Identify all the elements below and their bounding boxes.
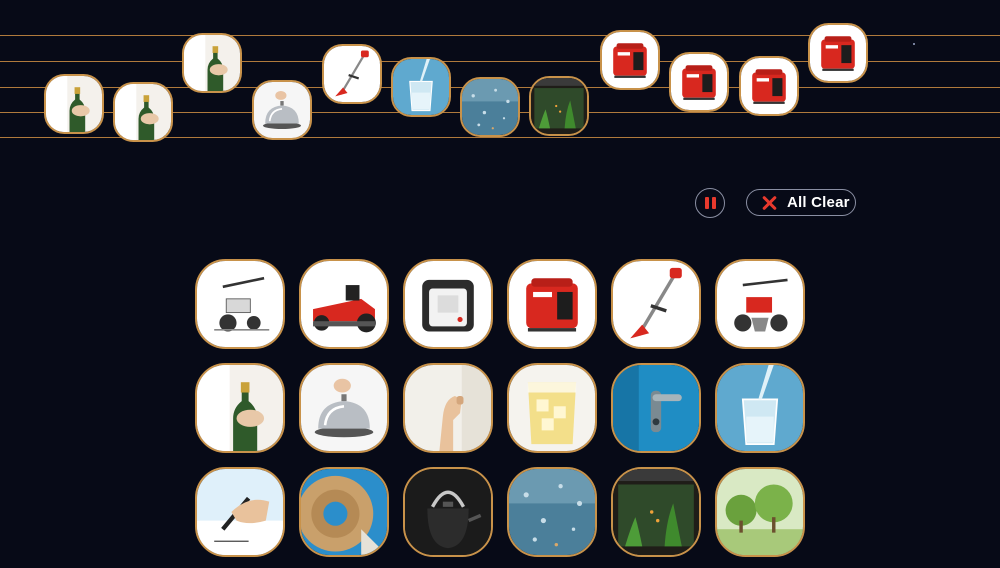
service-bell-icon — [254, 82, 310, 138]
door-handle-icon — [613, 365, 699, 451]
grass-trimmer-icon — [613, 261, 699, 347]
sound-tile[interactable] — [403, 259, 493, 349]
generator-icon — [741, 58, 797, 114]
trees-icon — [717, 469, 803, 555]
sound-tile[interactable] — [403, 363, 493, 453]
playhead-dot — [913, 43, 915, 45]
white-generator-icon — [405, 261, 491, 347]
all-clear-label: All Clear — [787, 194, 850, 211]
sound-tile[interactable] — [299, 363, 389, 453]
generator-icon — [810, 25, 866, 81]
pause-button[interactable] — [695, 188, 725, 218]
red-tiller-icon — [717, 261, 803, 347]
staff-line — [0, 137, 1000, 138]
door-knock-icon — [405, 365, 491, 451]
water-glass-icon — [393, 59, 449, 115]
sound-tile[interactable] — [715, 259, 805, 349]
staff-note[interactable] — [600, 30, 660, 90]
tape-roll-icon — [301, 469, 387, 555]
rainy-window-icon — [462, 79, 518, 135]
sound-tile[interactable] — [507, 363, 597, 453]
music-staff — [0, 0, 1000, 150]
staff-note[interactable] — [322, 44, 382, 104]
sound-tile[interactable] — [403, 467, 493, 557]
water-glass-icon — [717, 365, 803, 451]
champagne-bottle-icon — [184, 35, 240, 91]
lawn-tractor-icon — [301, 261, 387, 347]
pause-icon — [711, 197, 716, 209]
sound-tile[interactable] — [611, 363, 701, 453]
aquarium-icon — [531, 78, 587, 134]
sound-tile[interactable] — [507, 467, 597, 557]
generator-icon — [671, 54, 727, 110]
staff-line — [0, 35, 1000, 36]
staff-note[interactable] — [808, 23, 868, 83]
sound-tile[interactable] — [299, 259, 389, 349]
staff-note[interactable] — [44, 74, 104, 134]
staff-note[interactable] — [113, 82, 173, 142]
generator-icon — [509, 261, 595, 347]
staff-note[interactable] — [391, 57, 451, 117]
sound-tile[interactable] — [299, 467, 389, 557]
staff-line — [0, 61, 1000, 62]
sound-tile[interactable] — [195, 259, 285, 349]
staff-note[interactable] — [252, 80, 312, 140]
all-clear-button[interactable]: All Clear — [746, 189, 856, 216]
writing-pen-icon — [197, 469, 283, 555]
aquarium-icon — [613, 469, 699, 555]
generator-icon — [602, 32, 658, 88]
pause-icon — [704, 197, 709, 209]
grass-trimmer-icon — [324, 46, 380, 102]
sound-tile[interactable] — [715, 467, 805, 557]
sound-tile[interactable] — [715, 363, 805, 453]
sound-tile[interactable] — [611, 259, 701, 349]
ice-drink-icon — [509, 365, 595, 451]
rainy-window-icon — [509, 469, 595, 555]
champagne-bottle-icon — [197, 365, 283, 451]
kettle-icon — [405, 469, 491, 555]
close-icon — [761, 195, 777, 211]
champagne-bottle-icon — [115, 84, 171, 140]
staff-note[interactable] — [669, 52, 729, 112]
staff-note[interactable] — [460, 77, 520, 137]
staff-note[interactable] — [529, 76, 589, 136]
sound-tile[interactable] — [507, 259, 597, 349]
sound-tile[interactable] — [195, 363, 285, 453]
sound-tile[interactable] — [611, 467, 701, 557]
champagne-bottle-icon — [46, 76, 102, 132]
staff-note[interactable] — [182, 33, 242, 93]
tiller-icon — [197, 261, 283, 347]
staff-note[interactable] — [739, 56, 799, 116]
sound-tile[interactable] — [195, 467, 285, 557]
service-bell-icon — [301, 365, 387, 451]
